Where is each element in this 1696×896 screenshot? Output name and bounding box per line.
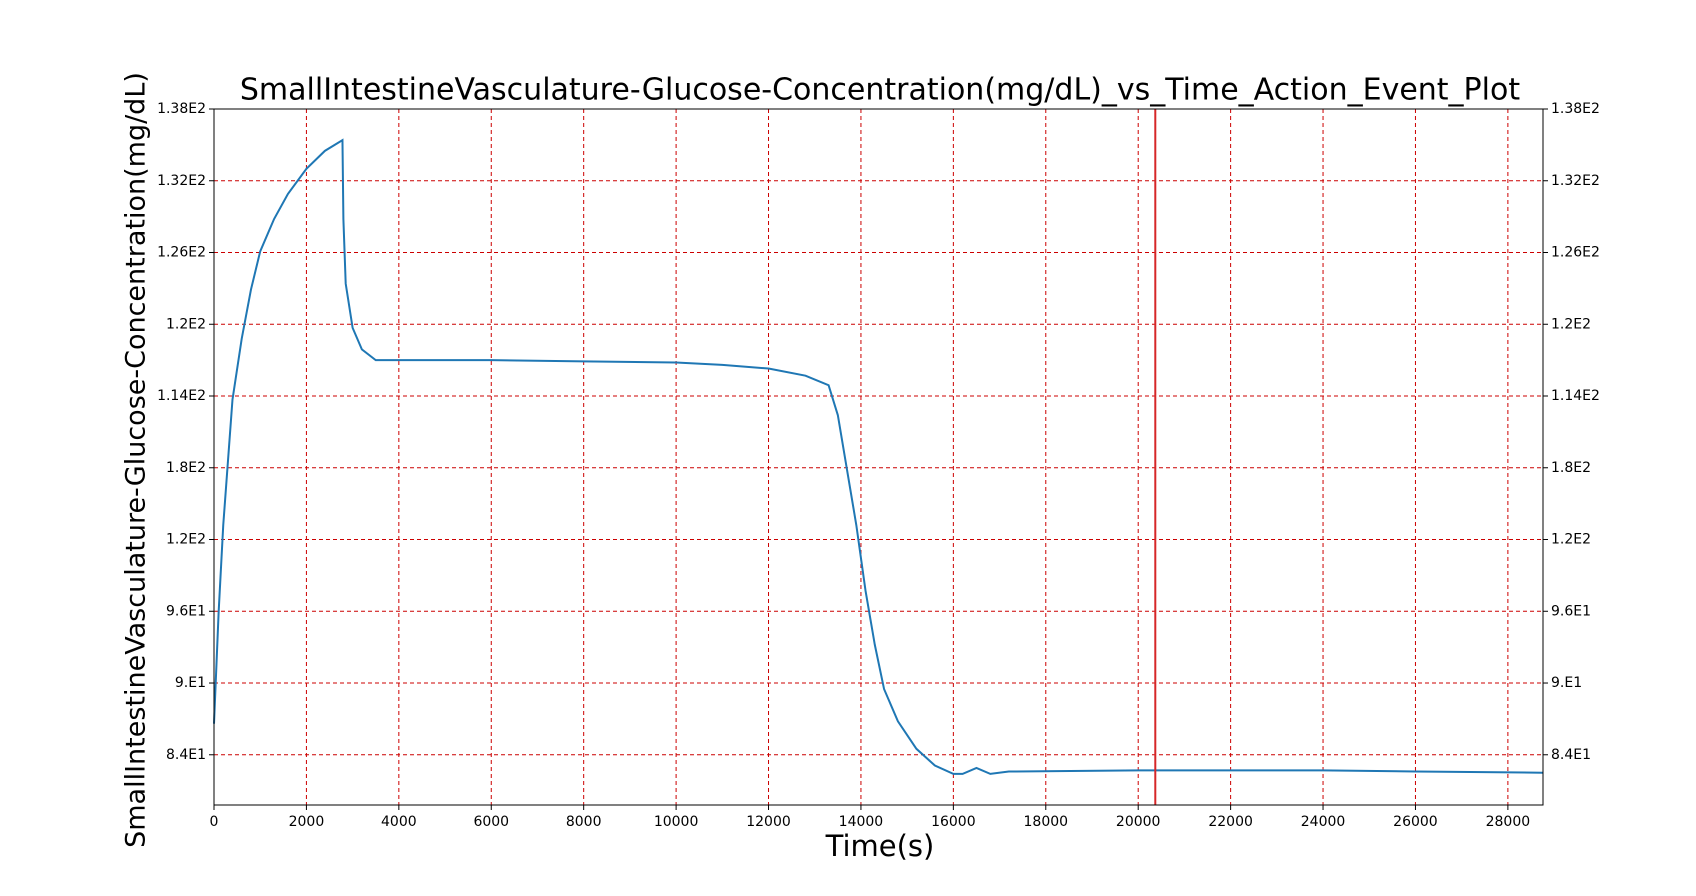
x-tick-label: 6000 <box>473 814 509 830</box>
x-tick-label: 18000 <box>1024 814 1069 830</box>
y-tick-label-right: 9.E1 <box>1551 675 1582 691</box>
x-tick-label: 0 <box>210 814 219 830</box>
x-tick-label: 20000 <box>1116 814 1161 830</box>
y-tick-label-right: 9.6E1 <box>1551 603 1591 619</box>
x-tick-label: 2000 <box>289 814 325 830</box>
data-line <box>213 138 1544 775</box>
y-tick-label: 1.2E2 <box>166 316 206 332</box>
x-tick-label: 26000 <box>1393 814 1438 830</box>
x-tick-label: 22000 <box>1208 814 1253 830</box>
y-tick-label: 1.38E2 <box>157 101 206 117</box>
y-tick-label-right: 1.2E2 <box>1551 532 1591 548</box>
x-tick-label: 4000 <box>381 814 417 830</box>
y-tick-label-right: 1.32E2 <box>1551 173 1600 189</box>
y-tick-label-right: 1.2E2 <box>1551 316 1591 332</box>
plot-frame <box>213 108 1544 806</box>
y-tick-label: 1.2E2 <box>166 532 206 548</box>
chart-title: SmallIntestineVasculature-Glucose-Concen… <box>240 73 1520 108</box>
y-tick-label-right: 8.4E1 <box>1551 747 1591 763</box>
y-tick-label-right: 1.38E2 <box>1551 101 1600 117</box>
x-tick-label: 16000 <box>931 814 976 830</box>
y-tick-label: 1.26E2 <box>157 245 206 261</box>
x-tick-label: 8000 <box>566 814 602 830</box>
y-tick-label-right: 1.26E2 <box>1551 245 1600 261</box>
y-tick-label-right: 1.8E2 <box>1551 460 1591 476</box>
x-tick-label: 24000 <box>1301 814 1346 830</box>
y-tick-label: 1.8E2 <box>166 460 206 476</box>
x-axis-label: Time(s) <box>825 829 935 863</box>
x-tick-label: 12000 <box>746 814 791 830</box>
x-tick-label: 10000 <box>654 814 699 830</box>
y-tick-label-right: 1.14E2 <box>1551 388 1600 404</box>
y-tick-label: 9.6E1 <box>166 603 206 619</box>
x-tick-label: 14000 <box>839 814 884 830</box>
y-tick-label: 9.E1 <box>175 675 206 691</box>
y-axis-label: SmallIntestineVasculature-Glucose-Concen… <box>121 72 152 848</box>
x-tick-label: 28000 <box>1486 814 1531 830</box>
y-tick-label: 1.32E2 <box>157 173 206 189</box>
y-tick-label: 1.14E2 <box>157 388 206 404</box>
y-tick-label: 8.4E1 <box>166 747 206 763</box>
